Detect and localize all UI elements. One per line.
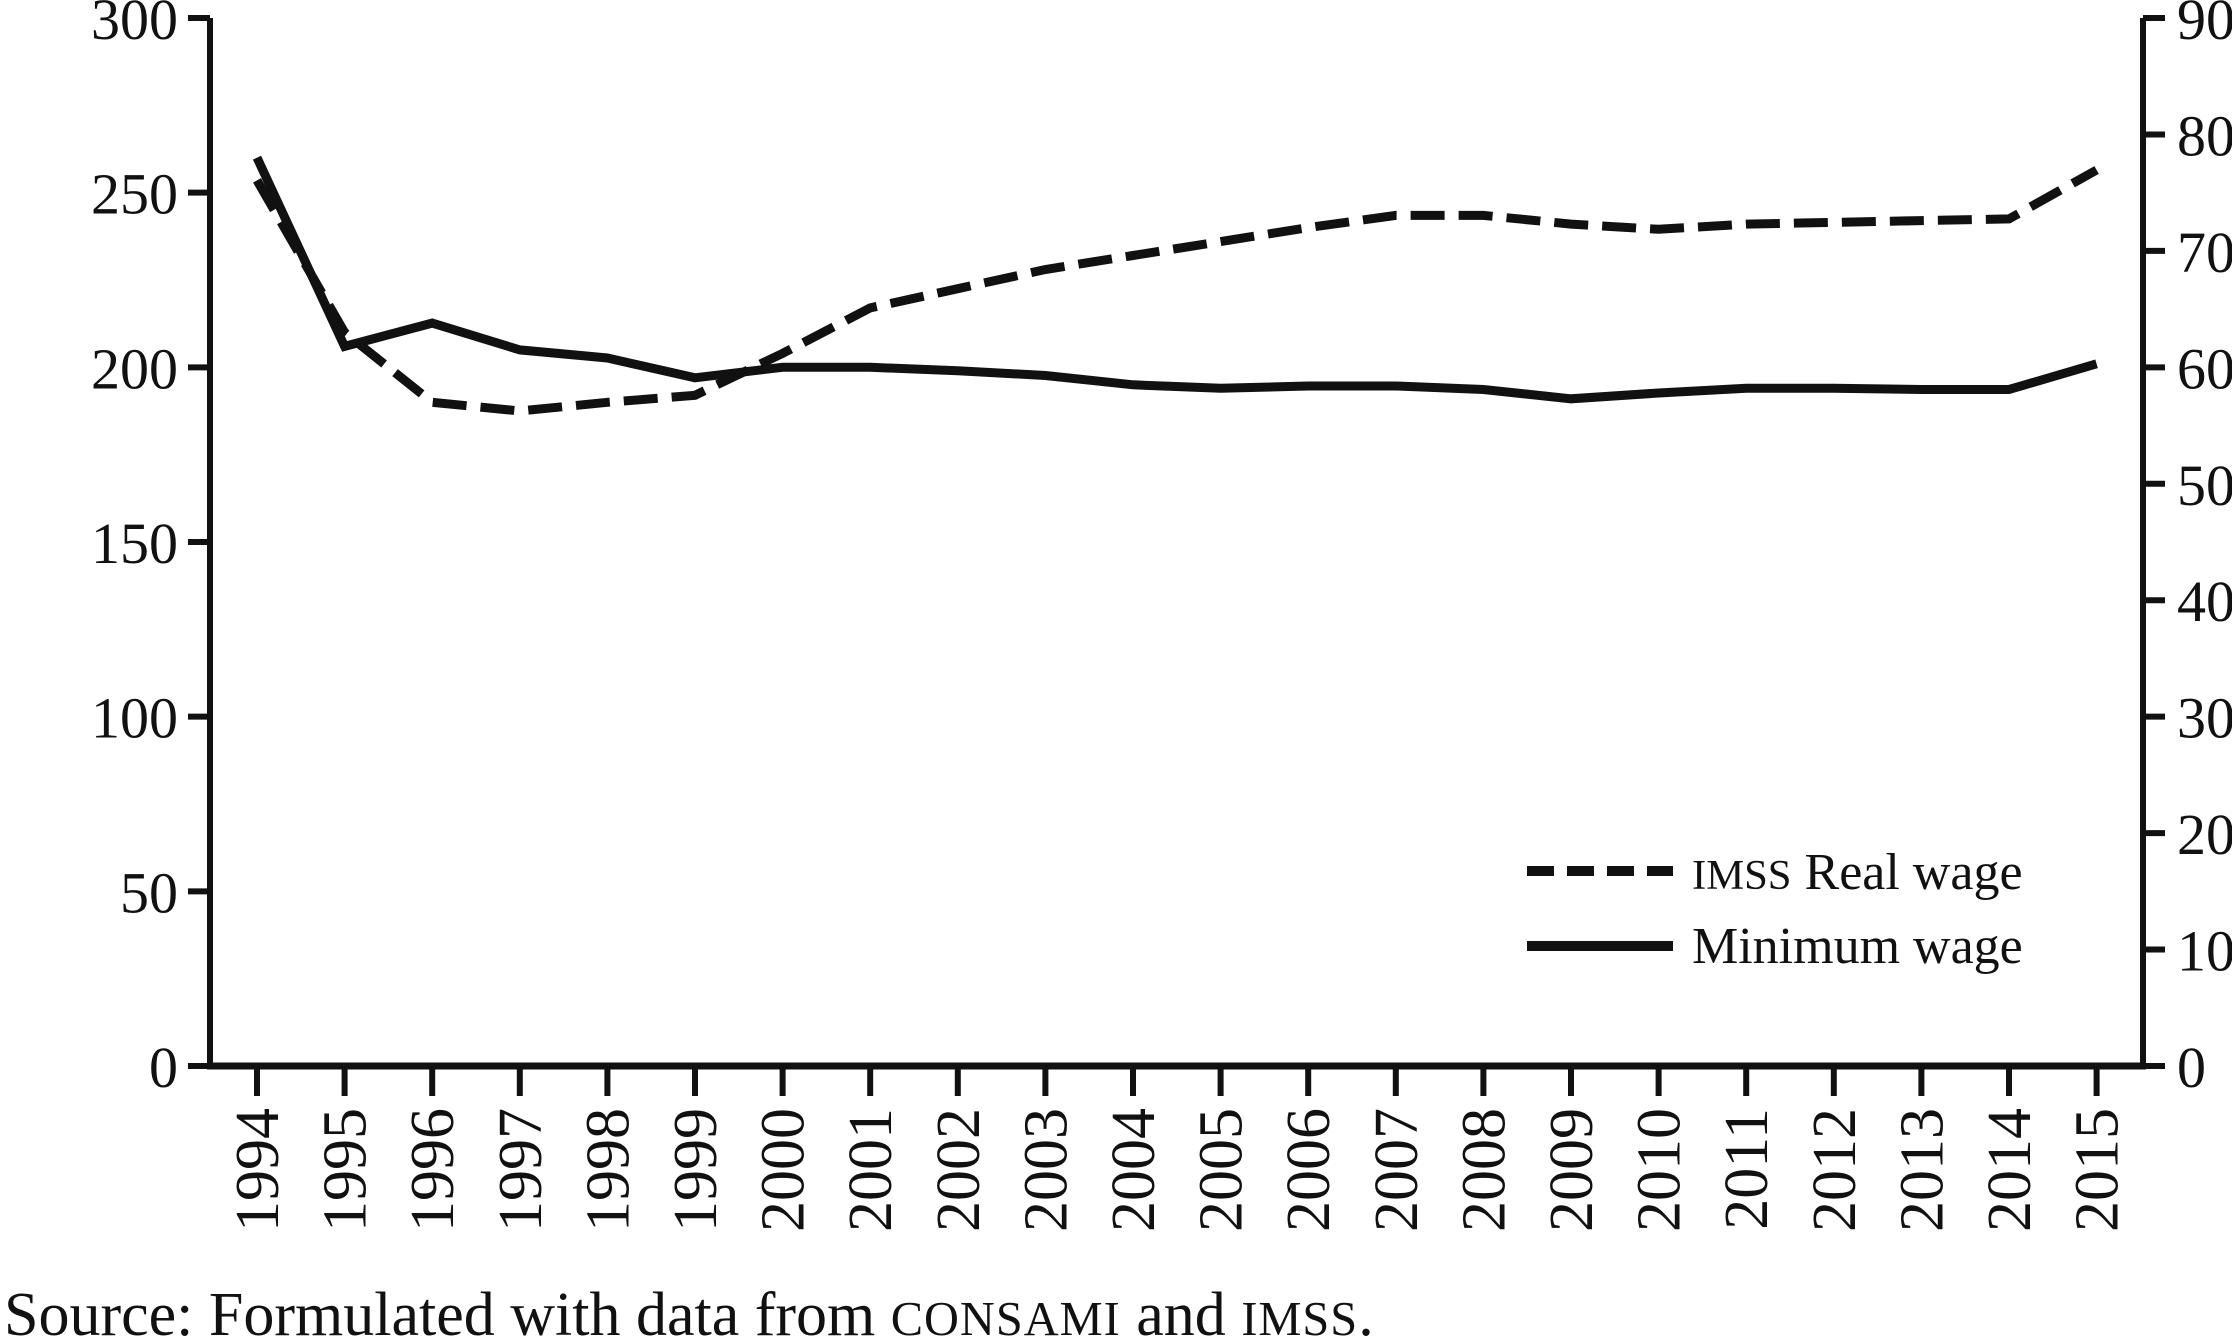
y-left-tick-label: 100	[91, 686, 178, 751]
axes	[207, 18, 2146, 1070]
x-tick-label: 2015	[2064, 1108, 2132, 1232]
x-tick-label: 1997	[487, 1108, 555, 1232]
x-tick-label: 2001	[837, 1108, 905, 1232]
y-left-tick-label: 200	[91, 336, 178, 401]
y-left-ticks: 0 50 100 150 200 250 300	[91, 0, 210, 1100]
source-note: Source: Formulated with data from CONSAM…	[4, 1284, 1374, 1342]
source-note-text: Source: Formulated with data from	[4, 1281, 891, 1342]
legend-imss-smallcaps: IMSS	[1692, 852, 1792, 899]
imss-real-wage-line	[253, 166, 2099, 416]
y-right-tick-label: 70	[2177, 220, 2232, 285]
x-tick-label: 2002	[925, 1108, 993, 1232]
x-tick-label: 1998	[574, 1108, 642, 1232]
source-note-consami: CONSAMI	[890, 1293, 1121, 1342]
x-ticks: 1994 1995 1996 1997 1998 1999 2000 2001 2002 2003…	[224, 1066, 2132, 1232]
legend-label-minimum-wage: Minimum wage	[1692, 918, 2023, 975]
minimum-wage-line	[252, 155, 2098, 404]
x-tick-label: 1994	[224, 1108, 292, 1232]
x-tick-label: 2006	[1275, 1108, 1343, 1232]
y-right-tick-label: 10	[2177, 919, 2232, 984]
x-tick-label: 2003	[1012, 1108, 1080, 1232]
legend-label-imss-real-wage: IMSS Real wage	[1692, 844, 2023, 901]
x-tick-label: 2004	[1100, 1108, 1168, 1232]
x-tick-label: 1999	[662, 1108, 730, 1232]
series-lines	[252, 155, 2099, 416]
x-tick-label: 2009	[1538, 1108, 1606, 1232]
y-left-tick-label: 250	[91, 162, 178, 227]
x-tick-label: 2012	[1801, 1108, 1869, 1232]
source-note-period: .	[1358, 1281, 1374, 1342]
y-right-ticks: 0 10 20 30 40 50 60 70 80 90	[2143, 0, 2232, 1100]
y-left-tick-label: 0	[149, 1035, 178, 1100]
y-right-tick-label: 80	[2177, 103, 2232, 168]
y-right-tick-label: 30	[2177, 686, 2232, 751]
y-left-tick-label: 300	[91, 0, 178, 52]
y-left-tick-label: 150	[91, 511, 178, 576]
x-tick-label: 2005	[1188, 1108, 1256, 1232]
x-tick-label: 2010	[1626, 1108, 1694, 1232]
x-tick-label: 1996	[399, 1108, 467, 1232]
y-right-tick-label: 0	[2177, 1035, 2206, 1100]
x-tick-label: 2011	[1713, 1108, 1781, 1230]
x-tick-label: 2000	[750, 1108, 818, 1232]
x-tick-label: 2008	[1450, 1108, 1518, 1232]
x-tick-label: 2013	[1888, 1108, 1956, 1232]
source-note-imss: IMSS	[1241, 1293, 1359, 1342]
y-right-tick-label: 20	[2177, 802, 2232, 867]
y-right-tick-label: 60	[2177, 336, 2232, 401]
legend-minwage-text: Minimum wage	[1692, 918, 2023, 975]
y-right-tick-label: 40	[2177, 569, 2232, 634]
y-right-tick-label: 90	[2177, 0, 2232, 52]
y-right-tick-label: 50	[2177, 453, 2232, 518]
legend: IMSS Real wage Minimum wage	[1527, 844, 2023, 975]
x-tick-label: 2007	[1363, 1108, 1431, 1232]
x-tick-label: 1995	[312, 1108, 380, 1232]
y-left-tick-label: 50	[120, 860, 178, 925]
legend-imss-rest: Real wage	[1792, 844, 2023, 901]
x-tick-label: 2014	[1976, 1108, 2044, 1232]
source-note-and: and	[1120, 1281, 1242, 1342]
